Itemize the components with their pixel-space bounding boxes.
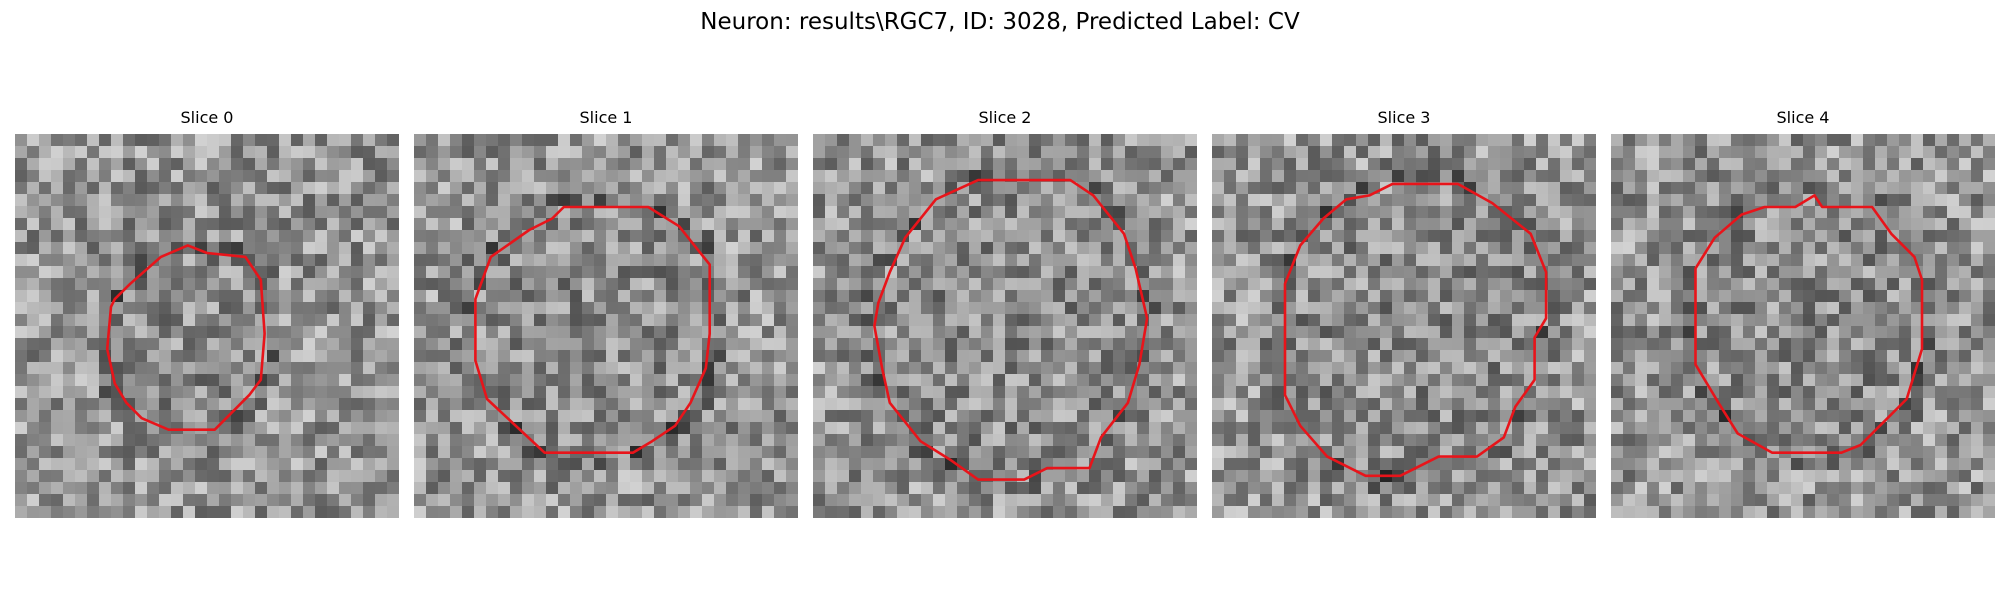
slice-title: Slice 0 (180, 108, 234, 127)
slice-image (1611, 134, 1995, 518)
micrograph-texture (414, 134, 798, 518)
segmentation-outline (1283, 182, 1548, 478)
slice-image (414, 134, 798, 518)
segmentation-outline (474, 205, 712, 455)
slice-panel-1: Slice 1 (414, 108, 798, 518)
slice-image (813, 134, 1197, 518)
slice-title: Slice 2 (978, 108, 1032, 127)
slice-title: Slice 4 (1776, 108, 1830, 127)
slice-title: Slice 1 (579, 108, 633, 127)
segmentation-outline (1694, 194, 1924, 455)
micrograph-texture (813, 134, 1197, 518)
slice-image (1212, 134, 1596, 518)
segmentation-outline (873, 178, 1149, 481)
figure-title: Neuron: results\RGC7, ID: 3028, Predicte… (700, 9, 1300, 35)
slice-title: Slice 3 (1377, 108, 1431, 127)
micrograph-texture (1212, 134, 1596, 518)
segmentation-outline (105, 244, 266, 432)
slice-panel-3: Slice 3 (1212, 108, 1596, 518)
slice-image (15, 134, 399, 518)
micrograph-texture (15, 134, 399, 518)
slice-panel-4: Slice 4 (1611, 108, 1995, 518)
slice-panel-2: Slice 2 (813, 108, 1197, 518)
slice-panel-0: Slice 0 (15, 108, 399, 518)
micrograph-texture (1611, 134, 1995, 518)
